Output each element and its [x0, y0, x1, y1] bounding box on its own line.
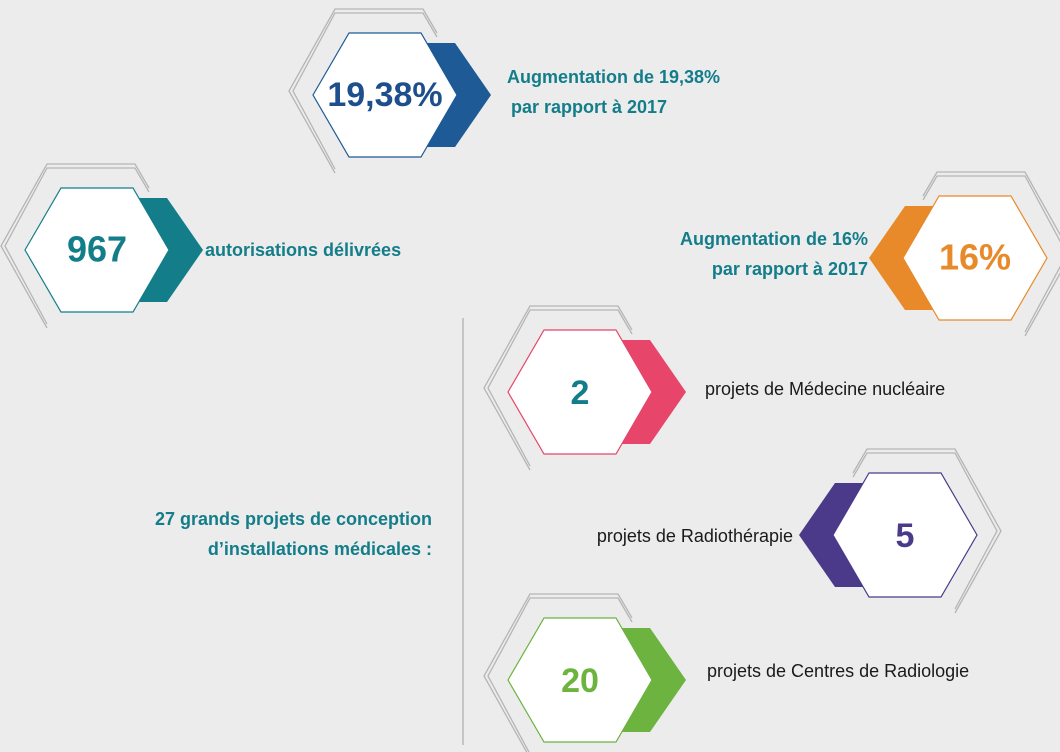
hex-value: 5: [896, 517, 915, 555]
project-caption: projets de Centres de Radiologie: [707, 661, 969, 681]
hex-outline: [922, 171, 1060, 337]
hex-outline: [852, 452, 998, 610]
hex: [902, 195, 1048, 321]
hex-value: 967: [67, 229, 127, 270]
caption: par rapport à 2017: [511, 97, 667, 117]
projects-caption: 27 grands projets de conception: [155, 509, 432, 529]
caption: autorisations délivrées: [205, 240, 401, 260]
hex-outline: [288, 8, 438, 174]
hex-outline: [292, 12, 438, 170]
hex-value: 19,38%: [327, 76, 442, 114]
hex-outline: [487, 597, 633, 752]
hex-value: 2: [571, 374, 590, 412]
projects-caption: d’installations médicales :: [208, 539, 432, 559]
hex-outline: [483, 593, 633, 752]
hex-outline: [483, 305, 633, 471]
project-caption: projets de Médecine nucléaire: [705, 379, 945, 399]
hex-outline: [0, 163, 150, 329]
hex: [507, 617, 653, 743]
hex-outline: [922, 175, 1060, 333]
hex: [832, 472, 978, 598]
caption: Augmentation de 19,38%: [507, 67, 720, 87]
caption: Augmentation de 16%: [680, 229, 868, 249]
hex-value: 20: [561, 662, 599, 700]
caption: par rapport à 2017: [712, 259, 868, 279]
hex-outline: [852, 448, 1002, 614]
project-caption: projets de Radiothérapie: [597, 526, 793, 546]
hex: [24, 187, 170, 313]
hex: [507, 329, 653, 455]
hex: [312, 32, 458, 158]
hex-value: 16%: [939, 237, 1011, 278]
hex-outline: [4, 167, 150, 325]
hex-outline: [487, 309, 633, 467]
